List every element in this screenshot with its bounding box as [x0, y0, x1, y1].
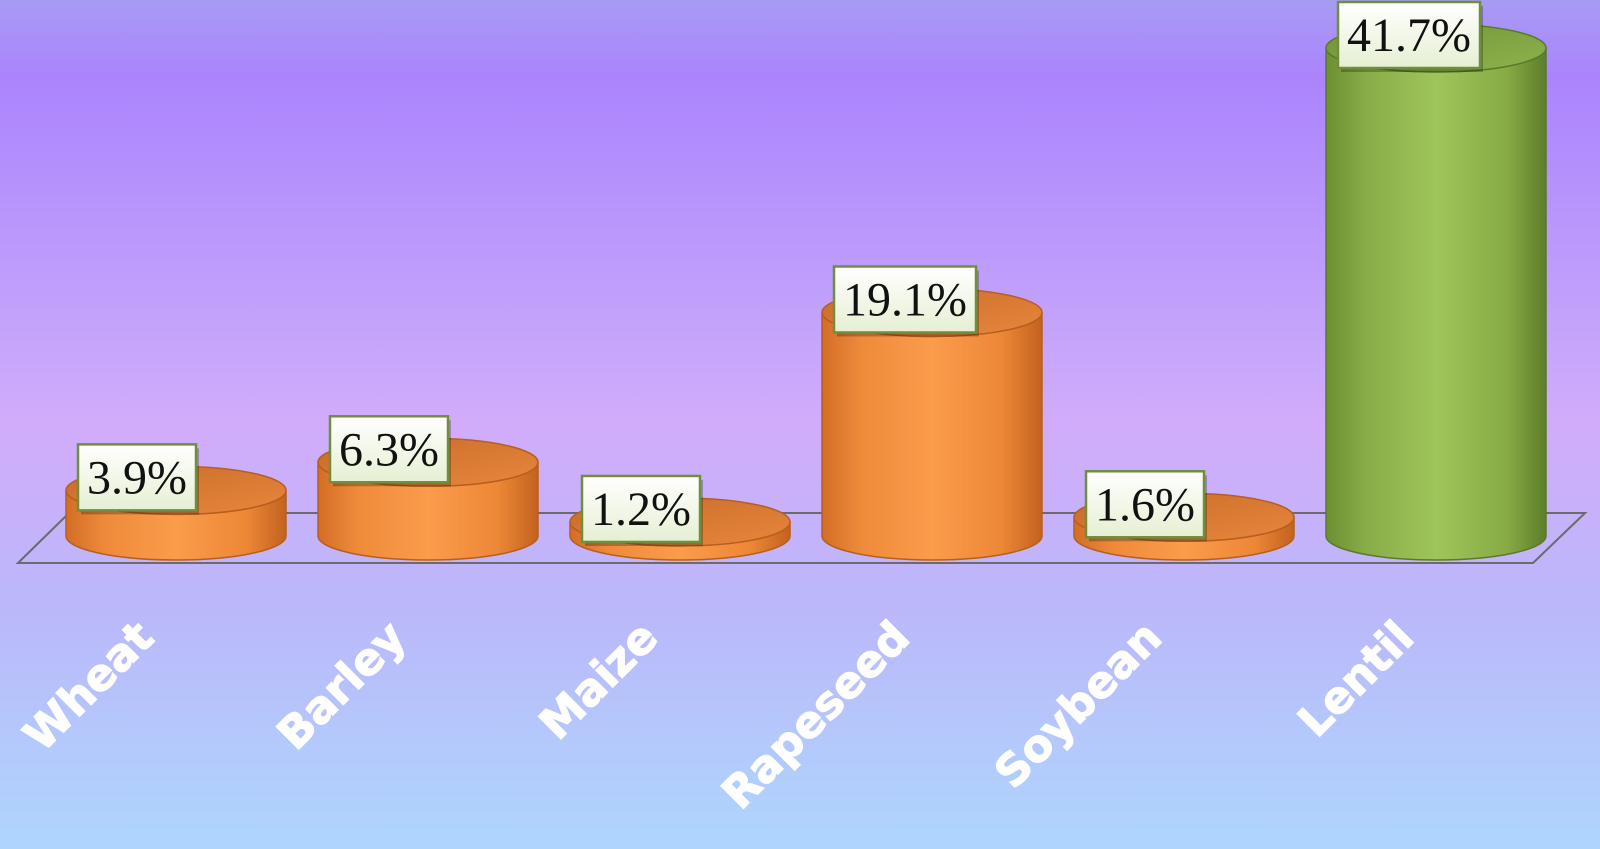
data-label-text: 1.2% — [591, 483, 691, 536]
data-label-box — [1336, 0, 1482, 70]
data-label-text: 3.9% — [87, 451, 187, 504]
tick-label-lentil: Lentil — [1288, 612, 1423, 747]
data-label-box — [328, 415, 450, 484]
data-label-rapeseed: 19.1% — [832, 265, 979, 337]
bar-body — [1325, 47, 1547, 561]
data-label-text: 1.6% — [1095, 478, 1195, 531]
data-label-box — [832, 265, 978, 334]
bar-body — [821, 312, 1043, 561]
data-label-barley: 6.3% — [328, 415, 451, 487]
tick-label-rapeseed: Rapeseed — [712, 612, 919, 819]
tick-label-maize: Maize — [530, 612, 668, 750]
data-label-text: 41.7% — [1347, 9, 1471, 62]
data-label-box — [580, 474, 702, 544]
data-label-soybean: 1.6% — [1084, 470, 1207, 542]
data-label-text: 19.1% — [843, 273, 967, 326]
bar-lentil — [1325, 23, 1547, 561]
data-label-maize: 1.2% — [580, 474, 703, 546]
tick-label-soybean: Soybean — [985, 612, 1172, 799]
data-label-wheat: 3.9% — [76, 443, 199, 515]
data-label-box — [1084, 470, 1206, 539]
tick-label-barley: Barley — [268, 612, 416, 760]
data-label-lentil: 41.7% — [1336, 0, 1483, 72]
data-label-box — [76, 443, 198, 512]
tick-label-wheat: Wheat — [14, 612, 164, 762]
data-label-text: 6.3% — [339, 423, 439, 476]
floor-plane — [15, 512, 1588, 564]
